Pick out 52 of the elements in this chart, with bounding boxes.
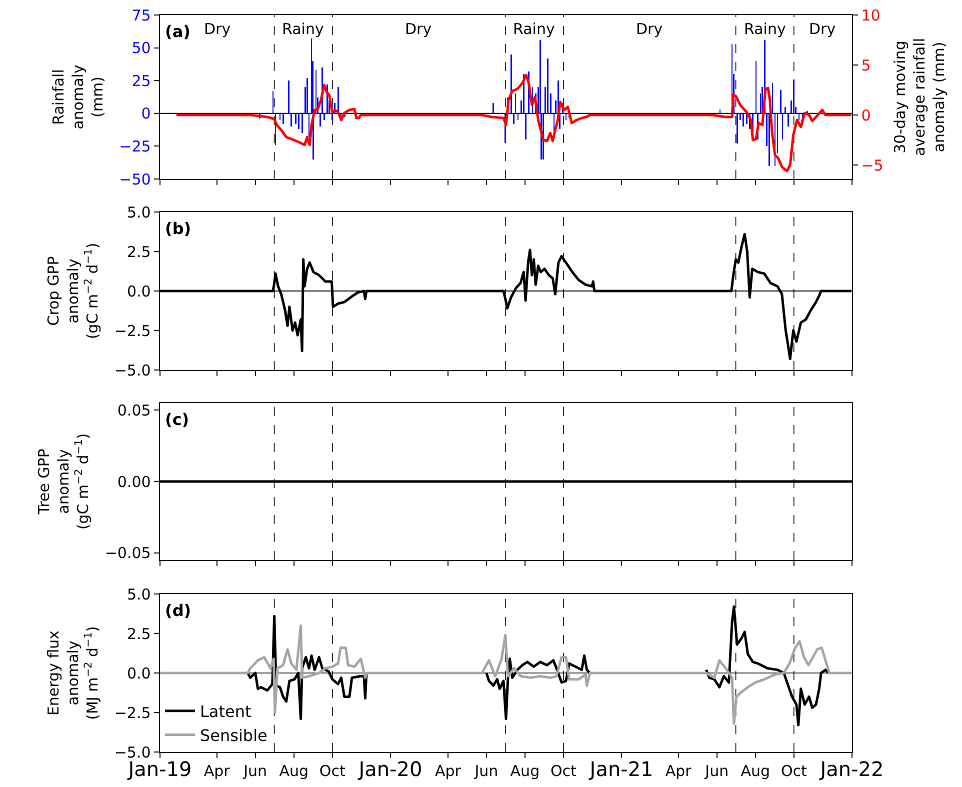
x-tick-label: Jan-22	[818, 757, 884, 782]
y2-tick-label: 0	[861, 106, 871, 124]
y-tick-label: 75	[132, 6, 151, 24]
annotation: Dry	[636, 20, 663, 38]
annotation: Dry	[405, 20, 432, 38]
y-tick-label: 0.0	[126, 282, 151, 300]
legend-label: Sensible	[200, 726, 268, 745]
x-tick-label: Aug	[740, 762, 770, 780]
x-tick-label: Oct	[550, 762, 577, 780]
y-tick-label: 5.0	[126, 203, 151, 222]
y-tick-label: 0.00	[117, 472, 151, 491]
annotation: Rainy	[282, 20, 324, 38]
y-tick-label: 5.0	[126, 585, 151, 604]
x-tick-label: Jun	[242, 762, 268, 780]
annotation: Rainy	[744, 20, 786, 38]
y2-tick-label: −5	[861, 156, 884, 174]
y-tick-label: −2.5	[114, 704, 151, 722]
y-tick-label: 0	[141, 104, 151, 123]
y-tick-label: −5.0	[114, 361, 151, 380]
x-tick-label: Aug	[510, 762, 540, 780]
y-tick-label: 50	[132, 39, 151, 58]
annotation: (a)	[165, 22, 190, 41]
y-tick-label: −0.05	[104, 544, 151, 562]
x-tick-label: Jan-20	[356, 757, 422, 782]
y-tick-label: 0.0	[126, 664, 151, 682]
annotation: (c)	[165, 410, 190, 429]
y-tick-label: 0.05	[117, 401, 151, 420]
x-tick-label: Apr	[665, 762, 692, 780]
x-tick-label: Apr	[204, 762, 231, 780]
x-tick-label: Jun	[474, 762, 498, 780]
annotation: (d)	[165, 601, 192, 620]
y-axis-title: Rainfall anomaly (mm)	[49, 64, 106, 130]
y-tick-label: −50	[119, 170, 151, 188]
x-tick-label: Oct	[780, 762, 807, 780]
y2-tick-label: 5	[861, 56, 871, 74]
x-tick-label: Aug	[279, 762, 308, 780]
y-tick-label: −2.5	[114, 322, 151, 340]
annotation: (b)	[165, 219, 192, 238]
y-tick-label: 25	[132, 72, 151, 90]
x-tick-label: Apr	[434, 762, 462, 780]
annotation: Rainy	[513, 20, 555, 38]
y2-tick-label: 10	[861, 6, 880, 24]
y2-axis-title: 30-day moving average rainfall anomaly (mm)	[891, 38, 948, 156]
x-tick-label: Oct	[319, 762, 346, 780]
y-tick-label: 2.5	[126, 242, 151, 261]
annotation: Dry	[809, 20, 836, 38]
y-tick-label: −25	[119, 137, 151, 156]
annotation: Dry	[204, 20, 231, 38]
y-tick-label: 2.5	[126, 624, 151, 643]
x-tick-label: Jan-21	[588, 757, 654, 782]
legend-label: Latent	[200, 702, 252, 722]
x-tick-label: Jun	[704, 762, 729, 780]
